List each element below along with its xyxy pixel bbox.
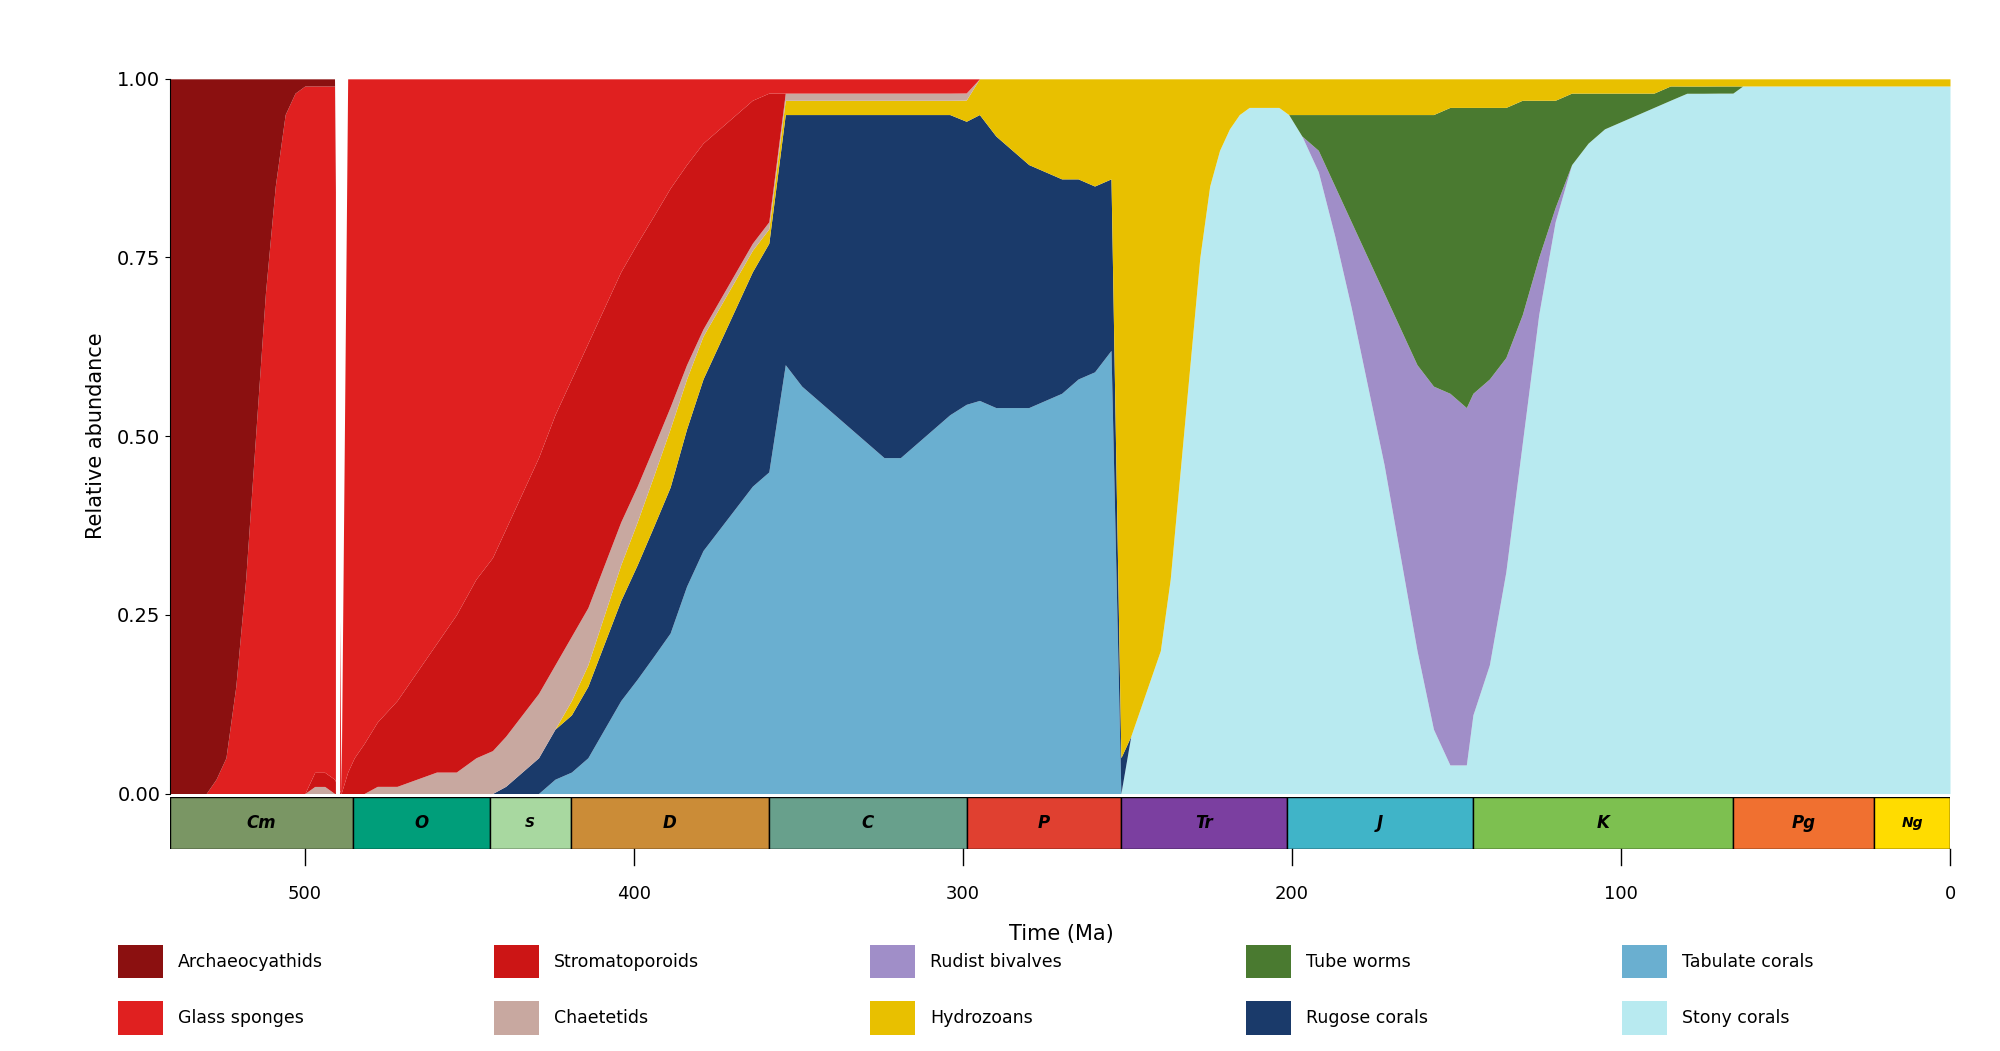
Bar bbox=[1288, 797, 1472, 849]
Text: P: P bbox=[1038, 813, 1050, 832]
Text: K: K bbox=[1596, 813, 1610, 832]
Text: C: C bbox=[862, 813, 874, 832]
Text: Archaeocyathids: Archaeocyathids bbox=[178, 952, 322, 970]
Text: Chaetetids: Chaetetids bbox=[554, 1009, 648, 1028]
Bar bbox=[118, 1002, 162, 1035]
Bar bbox=[1246, 945, 1290, 978]
Bar bbox=[770, 797, 966, 849]
Text: D: D bbox=[664, 813, 676, 832]
Bar bbox=[870, 945, 914, 978]
Text: J: J bbox=[1378, 813, 1384, 832]
Bar bbox=[1732, 797, 1874, 849]
Bar bbox=[170, 797, 352, 849]
Y-axis label: Relative abundance: Relative abundance bbox=[86, 333, 106, 539]
Text: Tube worms: Tube worms bbox=[1306, 952, 1410, 970]
Bar bbox=[1122, 797, 1288, 849]
Text: Time (Ma): Time (Ma) bbox=[1010, 924, 1114, 944]
Text: Hydrozoans: Hydrozoans bbox=[930, 1009, 1032, 1028]
Bar bbox=[1622, 945, 1666, 978]
Bar bbox=[352, 797, 490, 849]
Text: S: S bbox=[526, 816, 536, 830]
Text: 100: 100 bbox=[1604, 885, 1638, 903]
Text: 500: 500 bbox=[288, 885, 322, 903]
Bar bbox=[1622, 1002, 1666, 1035]
Bar bbox=[966, 797, 1122, 849]
Text: Stromatoporoids: Stromatoporoids bbox=[554, 952, 698, 970]
Text: Pg: Pg bbox=[1792, 813, 1816, 832]
Text: O: O bbox=[414, 813, 428, 832]
Text: 200: 200 bbox=[1274, 885, 1308, 903]
Bar bbox=[490, 797, 570, 849]
Text: Rudist bivalves: Rudist bivalves bbox=[930, 952, 1062, 970]
Text: Cm: Cm bbox=[246, 813, 276, 832]
Text: 0: 0 bbox=[1944, 885, 1956, 903]
Bar bbox=[870, 1002, 914, 1035]
Bar bbox=[494, 945, 538, 978]
Text: Tabulate corals: Tabulate corals bbox=[1682, 952, 1814, 970]
Text: Stony corals: Stony corals bbox=[1682, 1009, 1790, 1028]
Bar bbox=[1246, 1002, 1290, 1035]
Text: Ng: Ng bbox=[1902, 816, 1922, 830]
Text: Glass sponges: Glass sponges bbox=[178, 1009, 304, 1028]
Bar bbox=[570, 797, 770, 849]
Text: 300: 300 bbox=[946, 885, 980, 903]
Bar bbox=[1874, 797, 1950, 849]
Bar bbox=[118, 945, 162, 978]
Text: Tr: Tr bbox=[1196, 813, 1214, 832]
Text: 400: 400 bbox=[616, 885, 650, 903]
Bar bbox=[1472, 797, 1732, 849]
Text: Rugose corals: Rugose corals bbox=[1306, 1009, 1428, 1028]
Bar bbox=[494, 1002, 538, 1035]
